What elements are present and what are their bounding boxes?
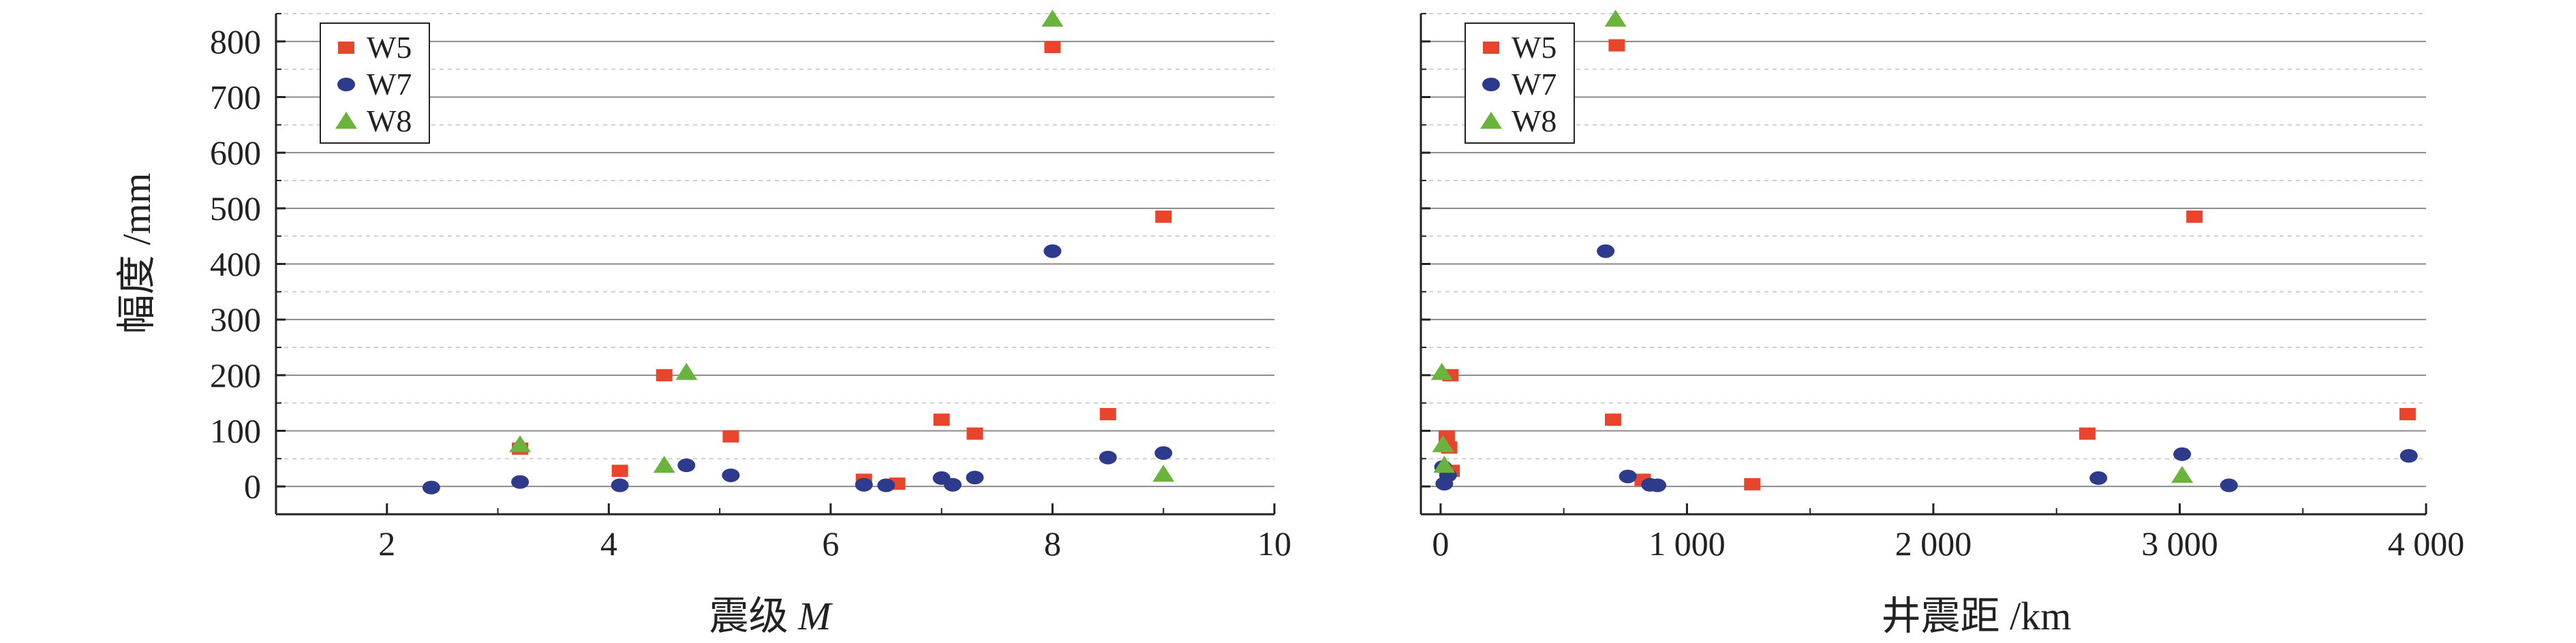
x-tick-label: 4 [600, 524, 617, 563]
data-point-w7 [2089, 471, 2108, 485]
data-point-w7 [1597, 244, 1615, 258]
x-axis-title-magnitude: 震级 M [709, 594, 833, 638]
x-tick-label: 6 [822, 524, 839, 563]
data-point-w7 [2399, 449, 2418, 463]
data-point-w7 [966, 471, 984, 485]
y-tick-label: 400 [210, 245, 261, 283]
y-axis-title: 幅度 /mm [114, 173, 159, 334]
x-axis-title-main: 震级 [709, 594, 799, 638]
data-point-w7 [1154, 446, 1173, 460]
data-point-w8 [1604, 10, 1627, 27]
y-tick-label: 200 [210, 356, 261, 394]
legend-label-w5: W5 [367, 30, 412, 65]
data-point-w5 [2079, 427, 2096, 440]
legend-marker-w7 [337, 78, 355, 91]
legend-label-w8: W8 [1512, 104, 1557, 138]
data-point-w7 [511, 475, 530, 489]
y-tick-label: 0 [244, 467, 261, 505]
data-point-w7 [943, 477, 962, 492]
data-point-w5 [1608, 39, 1625, 52]
y-tick-label: 100 [210, 412, 261, 450]
data-point-w7 [722, 468, 740, 482]
data-point-w5 [722, 430, 739, 443]
legend-marker-w5 [338, 42, 354, 54]
data-point-w7 [1649, 478, 1667, 492]
data-point-w5 [2186, 210, 2203, 223]
data-point-w7 [1099, 450, 1117, 465]
data-point-w7 [855, 477, 873, 492]
data-point-w7 [2173, 447, 2192, 461]
data-point-w8 [1432, 435, 1454, 452]
data-point-w8 [1152, 465, 1175, 482]
x-tick-label: 2 000 [1895, 524, 1972, 563]
data-point-w7 [611, 478, 629, 492]
x-axis-title-distance: 井震距 /km [1882, 594, 2072, 638]
data-point-w7 [2220, 478, 2238, 492]
data-point-w5 [933, 413, 950, 426]
legend-label-w7: W7 [367, 67, 412, 101]
data-point-w5 [2399, 408, 2416, 420]
legend-label-w7: W7 [1512, 67, 1557, 101]
data-point-w8 [653, 456, 675, 473]
data-point-w5 [966, 427, 983, 440]
data-point-w5 [1744, 477, 1761, 490]
legend-marker-w8 [335, 112, 357, 129]
legend-label-w8: W8 [367, 104, 412, 138]
data-point-w8 [1041, 10, 1064, 27]
legend-label-w5: W5 [1512, 30, 1557, 65]
legend-marker-w5 [1483, 42, 1499, 54]
data-point-w7 [1619, 469, 1637, 484]
data-point-w5 [1099, 408, 1116, 420]
x-axis-title-var: M [797, 594, 833, 638]
y-tick-label: 300 [210, 300, 261, 339]
data-point-w8 [509, 435, 532, 452]
data-point-w7 [677, 458, 696, 473]
data-point-w5 [1155, 210, 1172, 223]
data-point-w7 [1043, 244, 1062, 258]
x-tick-label: 4 000 [2388, 524, 2465, 563]
data-point-w8 [675, 362, 698, 380]
x-tick-label: 1 000 [1649, 524, 1726, 563]
data-point-w5 [1604, 413, 1621, 426]
x-tick-label: 0 [1432, 524, 1449, 563]
y-tick-label: 500 [210, 189, 261, 228]
data-point-w5 [656, 368, 673, 381]
data-point-w8 [2171, 465, 2194, 483]
x-tick-label: 3 000 [2141, 524, 2218, 563]
data-point-w7 [877, 478, 895, 492]
x-tick-label: 2 [378, 524, 395, 563]
y-tick-label: 700 [210, 78, 261, 116]
y-tick-label: 800 [210, 22, 261, 61]
data-point-w7 [422, 480, 440, 495]
data-point-w5 [611, 465, 628, 477]
data-point-w5 [1044, 41, 1061, 53]
data-point-w8 [1433, 456, 1456, 473]
legend-marker-w8 [1480, 112, 1502, 129]
y-tick-label: 600 [210, 134, 261, 172]
x-tick-label: 8 [1044, 524, 1061, 563]
legend-marker-w7 [1482, 78, 1500, 91]
data-point-w8 [1430, 362, 1453, 380]
x-tick-label: 10 [1257, 524, 1291, 563]
